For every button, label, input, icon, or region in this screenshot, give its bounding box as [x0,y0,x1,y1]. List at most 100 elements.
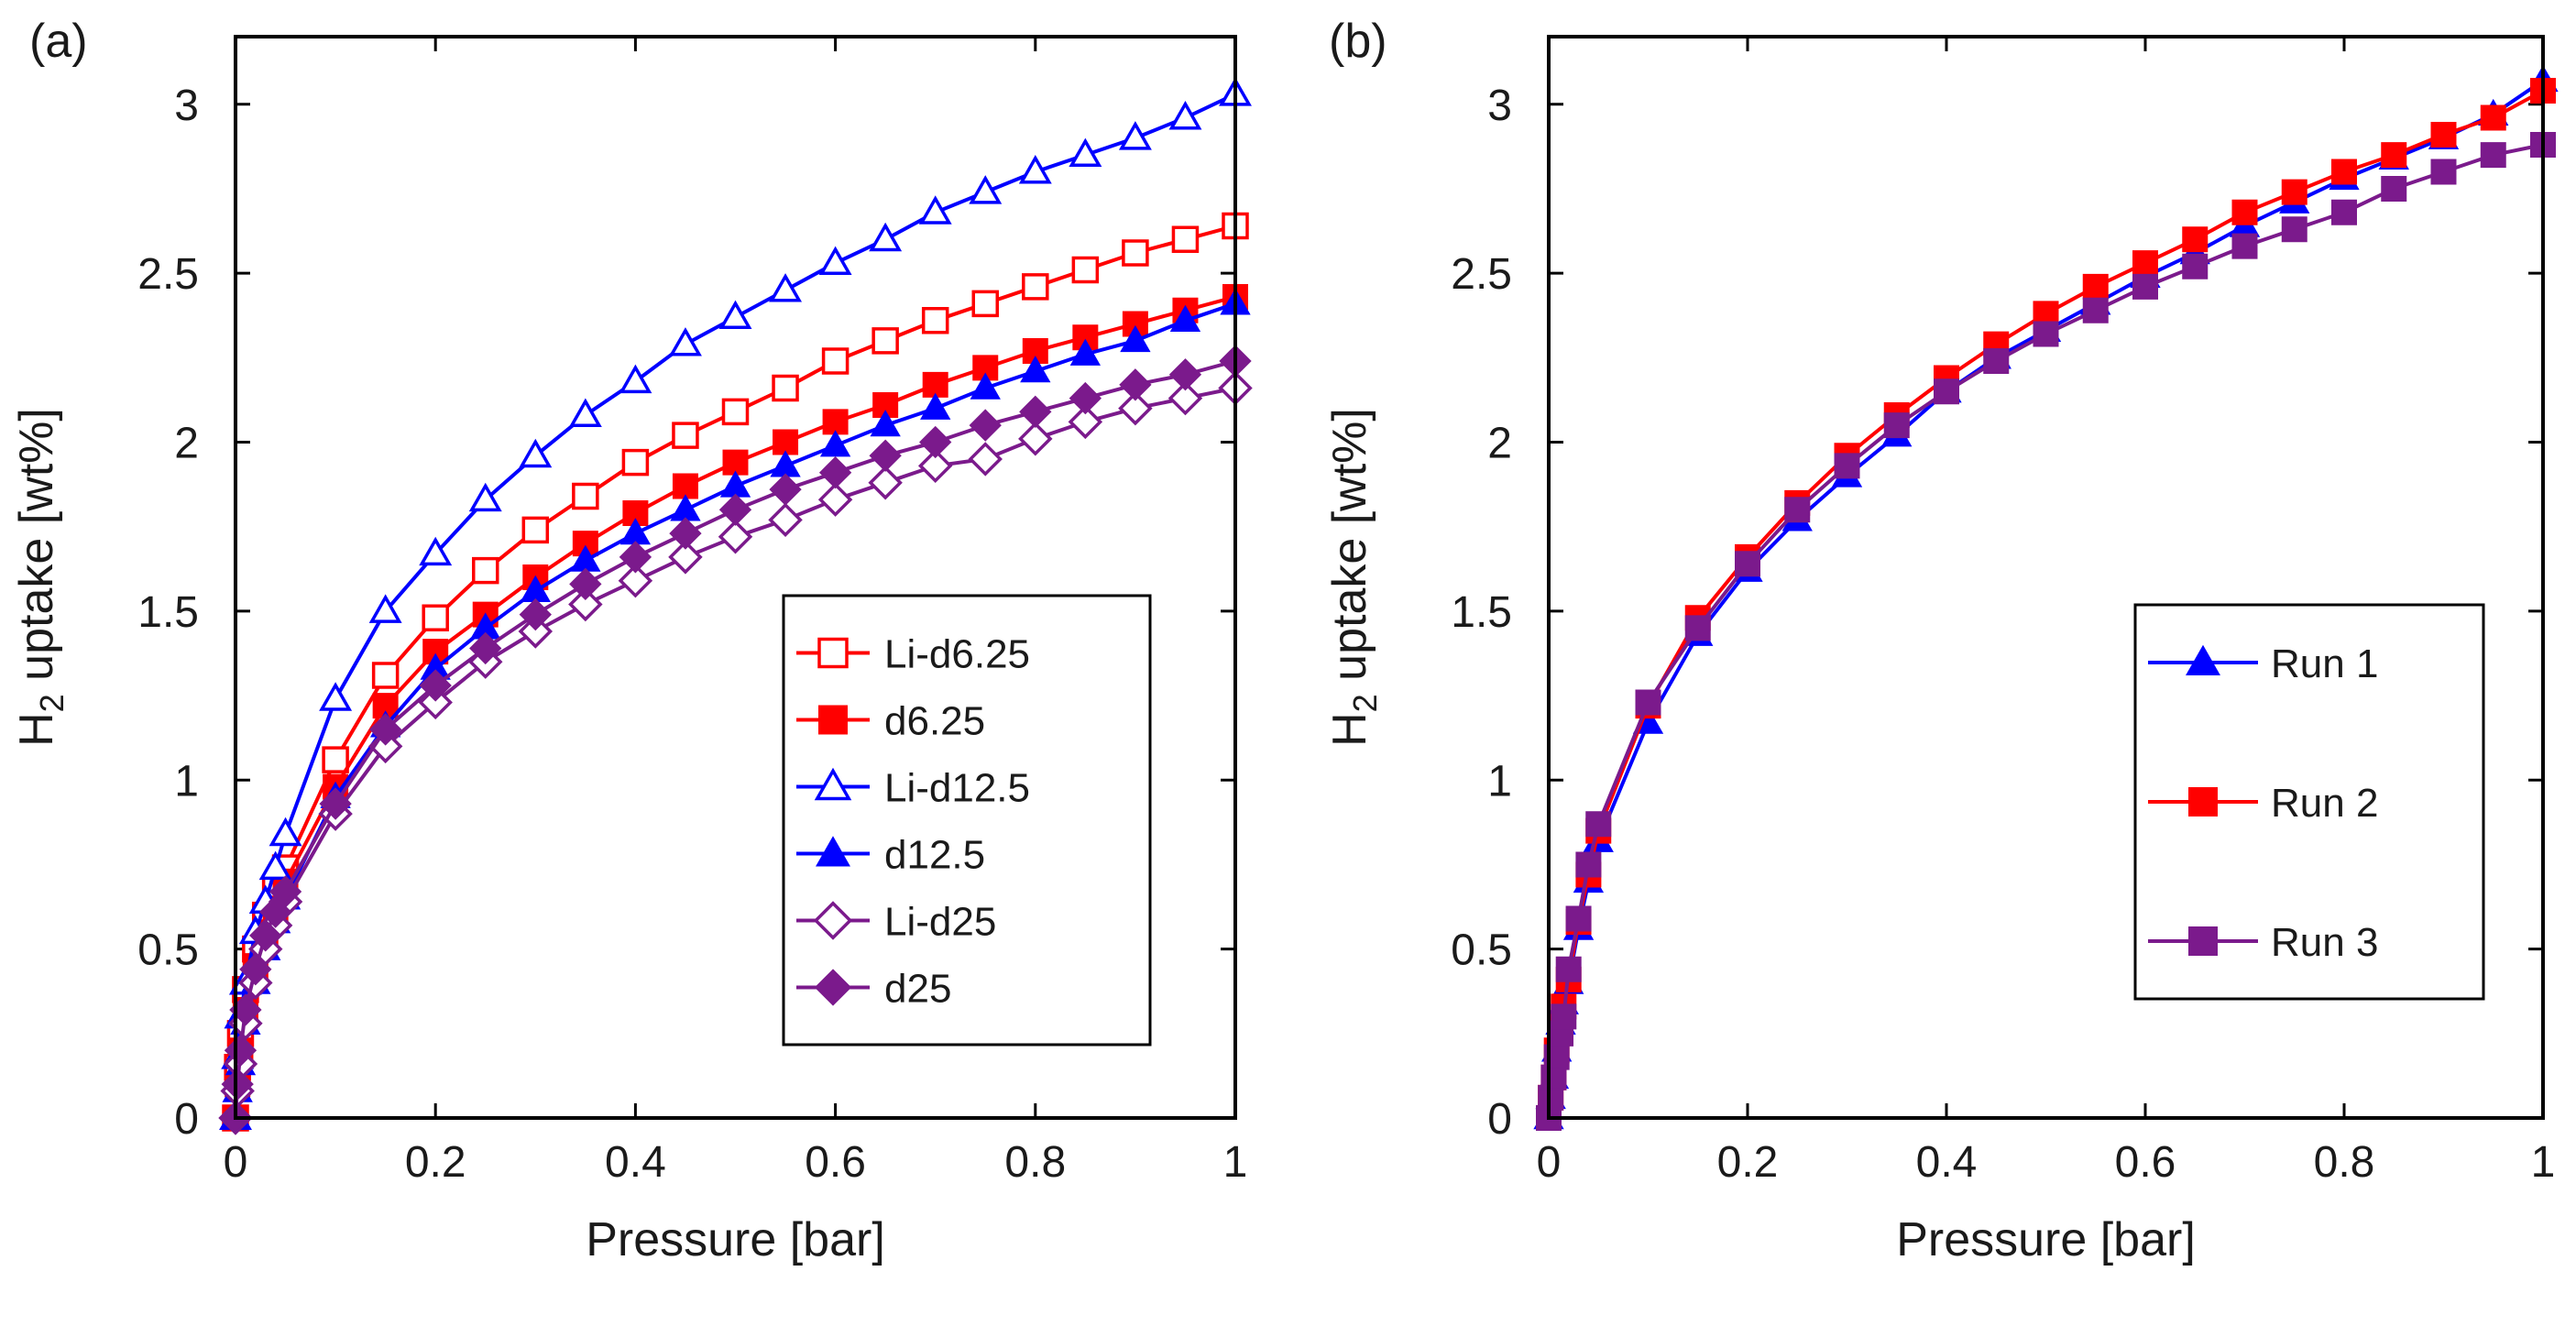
data-point [970,372,1001,400]
legend-marker [2188,926,2218,956]
y-tick-label: 1 [1487,757,1512,805]
y-tick-label: 2 [1487,420,1512,468]
y-axis-title-text: H2 uptake [wt%] [1323,408,1384,747]
data-point [1118,390,1153,426]
data-point [1565,905,1592,932]
data-point [1018,422,1053,456]
y-tick-label: 0 [1487,1095,1512,1144]
data-point [1122,239,1149,267]
y-tick-label: 3 [174,82,199,130]
axis-ticks: 0 0.2 0.4 0.6 0.8 1 0 0.5 1 1.5 2 2.5 3 [1451,37,2555,1187]
data-point [2132,250,2158,277]
x-tick-label: 0.4 [605,1138,666,1187]
data-point [2430,121,2457,148]
legend-marker [2188,787,2218,816]
axis-ticks: 0 0.2 0.4 0.6 0.8 1 0 0.5 1 1.5 2 2.5 3 [137,37,1247,1187]
data-point [568,586,603,622]
data-point [368,713,402,746]
data-point [670,494,701,521]
data-point [1983,348,2010,374]
legend-entry: d25 [796,967,951,1012]
x-tick-label: 0.2 [405,1138,466,1187]
legend-label: Run 3 [2271,920,2378,965]
legend: Run 1 Run 2 Run 3 [2133,603,2485,1001]
data-point [1167,380,1203,416]
legend-entry: Li-d25 [796,900,996,945]
data-point [1883,412,1910,439]
data-point [2381,175,2407,202]
legend-marker [816,836,850,867]
data-point [422,639,449,665]
data-point [618,563,653,598]
data-point [2331,159,2357,185]
data-point [1020,356,1051,383]
y-tick-label: 1 [174,757,199,805]
data-point [319,682,353,711]
legend-entry: Run 3 [2148,920,2378,965]
data-point [872,391,899,418]
data-point [2480,104,2506,131]
y-tick-label: 2.5 [137,250,199,299]
data-point [1934,378,1959,405]
data-point [2033,321,2059,347]
data-point [922,371,948,398]
x-tick-label: 1 [1223,1138,1248,1187]
data-point [269,816,302,847]
data-point [672,422,699,449]
data-point [1120,324,1151,353]
data-point [668,540,703,575]
legend-entry: d6.25 [796,699,985,744]
data-point [572,482,599,510]
data-point [718,300,752,330]
data-point [869,222,903,252]
legend-box [782,594,1152,1047]
data-point [1735,551,1760,577]
data-point [371,662,400,689]
data-point [1585,811,1612,838]
data-point [919,425,952,459]
data-point [773,429,799,455]
data-point [469,631,502,665]
y-tick-label: 0.5 [137,926,199,975]
panel-b: (b) H2 uptake [wt%] Pressure [bar] 0 0.2 0… [1323,15,2559,1266]
data-point [1068,404,1103,440]
legend-entry: d12.5 [796,833,985,878]
x-tick-label: 0 [224,1138,248,1187]
data-point [869,439,902,472]
data-point [718,520,753,554]
data-point [818,246,852,276]
legend-marker [814,767,852,801]
legend-marker [813,901,853,940]
data-point [1022,273,1049,301]
y-axis-title: H2 uptake [wt%] [1323,408,1384,747]
data-point [1069,338,1102,366]
y-tick-label: 2 [174,420,199,468]
legend-entry: Li-d6.25 [796,632,1030,677]
data-point [249,919,282,952]
data-point [819,430,851,457]
data-point [621,448,650,477]
y-tick-label: 0.5 [1451,926,1512,975]
data-point [619,364,652,394]
legend-marker [2186,644,2220,675]
data-point [519,438,553,468]
data-point [768,502,803,538]
data-point [968,442,1003,477]
data-point [2480,142,2506,169]
legend-marker [818,705,848,735]
data-point [672,473,698,499]
data-point [1071,256,1100,284]
data-point [2182,226,2209,253]
x-tick-label: 0 [1537,1138,1562,1187]
legend-label: Li-d25 [884,900,996,945]
series-layer [1533,64,2559,1131]
data-point [2381,142,2407,169]
data-point [817,482,853,517]
data-point [722,449,749,476]
series-d25 [219,345,1252,1134]
data-point [2231,233,2258,259]
legend-entry: Run 1 [2148,641,2378,686]
legend-label: d12.5 [884,833,985,878]
data-point [2430,159,2457,185]
